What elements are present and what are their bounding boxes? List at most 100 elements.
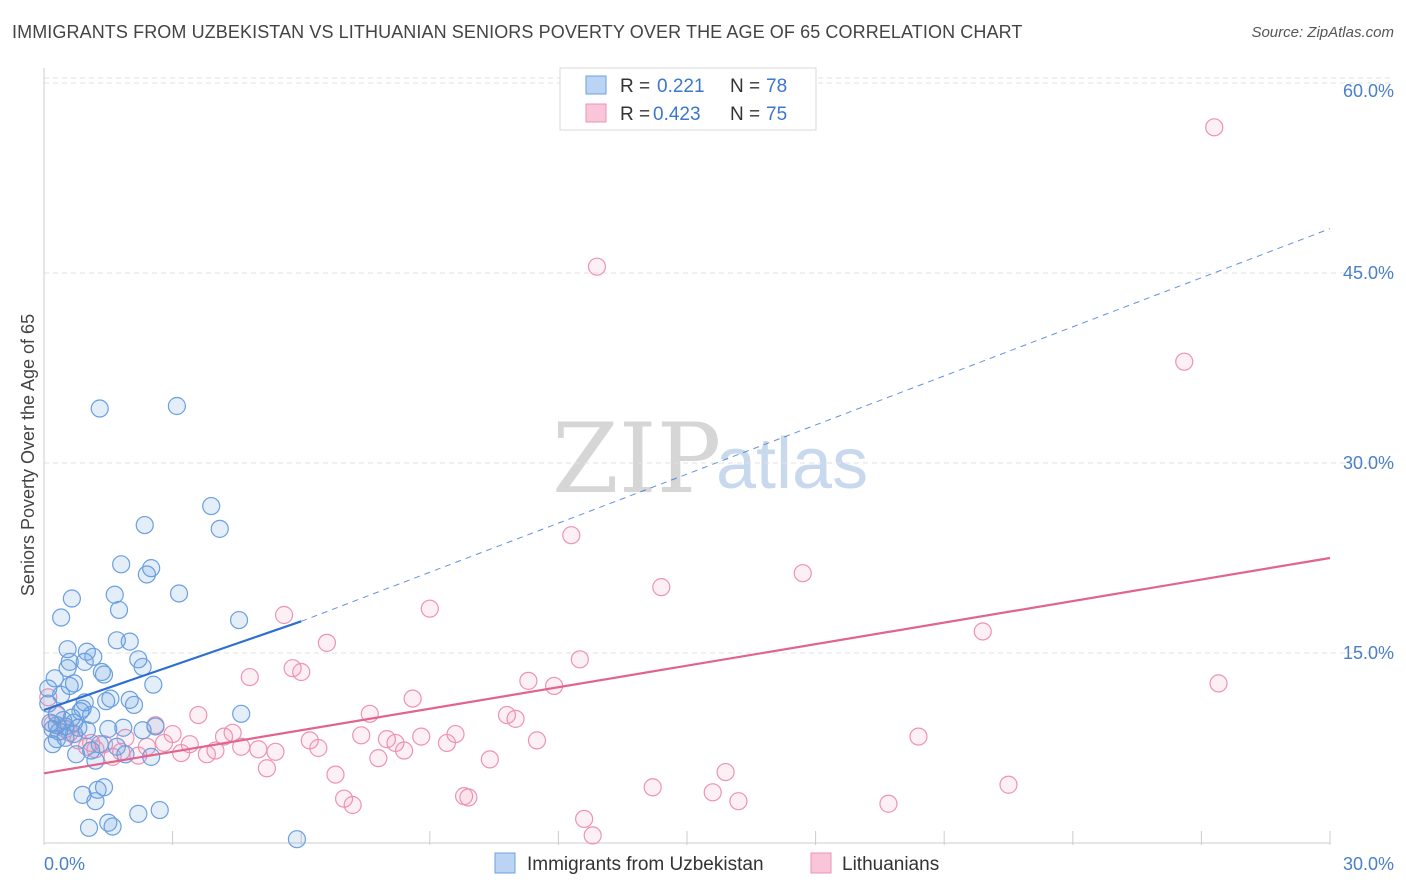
point-lithuanians-30 (274, 605, 294, 625)
point-lithuanians-62 (587, 257, 607, 276)
point-lithuanians-36 (326, 765, 345, 784)
trend-lines (43, 228, 1331, 775)
point-uzbekistan-58 (142, 559, 161, 578)
point-lithuanians-54 (506, 709, 525, 728)
legend-n-label-2: N = (730, 104, 760, 125)
point-uzbekistan-37 (92, 662, 111, 682)
point-lithuanians-51 (459, 788, 478, 807)
point-uzbekistan-36 (90, 735, 109, 754)
legend-swatch-blue (585, 75, 607, 95)
point-uzbekistan-73 (94, 665, 114, 684)
point-lithuanians-64 (643, 778, 662, 797)
point-lithuanians-72 (999, 775, 1018, 794)
point-uzbekistan-69 (287, 830, 307, 849)
point-lithuanians-38 (343, 795, 362, 815)
point-lithuanians-65 (703, 783, 722, 802)
point-uzbekistan-56 (135, 515, 154, 535)
point-lithuanians-17 (163, 724, 182, 744)
point-lithuanians-29 (266, 742, 285, 761)
x-tick-max: 30.0% (1343, 854, 1394, 874)
point-lithuanians-73 (1175, 352, 1194, 371)
point-lithuanians-63 (652, 578, 671, 597)
point-uzbekistan-63 (167, 396, 186, 416)
point-uzbekistan-34 (86, 792, 105, 811)
correlation-legend: R = 0.221 N = 78 R = 0.423 N = 75 (559, 67, 817, 131)
point-lithuanians-31 (283, 659, 302, 678)
point-lithuanians-35 (317, 633, 337, 652)
x-tick-min: 0.0% (44, 854, 85, 874)
bottom-legend-label-1: Immigrants from Uzbekistan (527, 854, 764, 875)
point-lithuanians-58 (562, 526, 581, 545)
point-lithuanians-23 (214, 727, 234, 746)
point-uzbekistan-75 (73, 699, 92, 718)
legend-n-value-2: 75 (766, 104, 787, 125)
point-lithuanians-46 (412, 727, 431, 746)
point-lithuanians-71 (973, 622, 992, 641)
point-uzbekistan-60 (144, 675, 163, 694)
point-uzbekistan-19 (64, 674, 84, 693)
point-uzbekistan-16 (60, 652, 79, 671)
point-lithuanians-53 (497, 705, 517, 725)
point-uzbekistan-52 (129, 804, 148, 823)
y-tick-label-15: 15.0% (1343, 643, 1394, 663)
point-uzbekistan-29 (79, 818, 99, 837)
point-uzbekistan-77 (120, 690, 139, 709)
point-uzbekistan-5 (45, 669, 64, 688)
point-uzbekistan-61 (146, 717, 165, 736)
legend-r-label-2: R = (620, 104, 650, 125)
point-uzbekistan-48 (114, 718, 133, 737)
bottom-legend-label-2: Lithuanians (842, 854, 939, 875)
point-uzbekistan-32 (84, 647, 103, 666)
point-lithuanians-32 (292, 662, 311, 682)
point-uzbekistan-74 (52, 685, 71, 704)
y-tick-label-45: 45.0% (1343, 263, 1394, 283)
legend-n-value-1: 78 (766, 76, 787, 97)
point-lithuanians-39 (352, 726, 371, 745)
y-tick-label-30: 30.0% (1343, 453, 1394, 473)
point-lithuanians-56 (527, 731, 547, 750)
point-lithuanians-70 (909, 727, 928, 746)
point-lithuanians-41 (369, 749, 388, 768)
chart-title: IMMIGRANTS FROM UZBEKISTAN VS LITHUANIAN… (12, 22, 1023, 42)
watermark-zip: ZIP (552, 403, 721, 515)
point-lithuanians-34 (309, 738, 328, 758)
point-lithuanians-59 (570, 650, 589, 669)
point-lithuanians-66 (716, 762, 735, 782)
legend-n-label-1: N = (730, 76, 760, 97)
point-lithuanians-75 (1209, 674, 1228, 693)
point-lithuanians-52 (480, 750, 499, 769)
point-uzbekistan-28 (77, 721, 96, 740)
point-lithuanians-28 (257, 759, 277, 778)
point-lithuanians-20 (189, 705, 208, 725)
legend-r-value-1: 0.221 (657, 76, 705, 97)
point-lithuanians-47 (420, 599, 439, 618)
legend-r-label-1: R = (620, 76, 650, 97)
point-uzbekistan-21 (67, 745, 86, 764)
legend-r-value-2: 0.423 (653, 104, 701, 125)
legend-swatch-pink (585, 103, 607, 123)
trend-uzbekistan-dashed (301, 228, 1331, 622)
source-label: Source: ZipAtlas.com (1251, 24, 1394, 41)
point-uzbekistan-68 (232, 704, 251, 723)
point-lithuanians-74 (1205, 118, 1224, 137)
series-lithuanians (39, 118, 1228, 845)
point-lithuanians-44 (394, 741, 414, 760)
trend-uzbekistan-solid (43, 620, 302, 712)
point-uzbekistan-66 (210, 519, 229, 538)
point-uzbekistan-46 (109, 600, 129, 620)
point-uzbekistan-17 (62, 589, 81, 608)
point-uzbekistan-71 (90, 399, 109, 418)
y-axis-label: Seniors Poverty Over the Age of 65 (18, 314, 38, 596)
series-legend: Immigrants from Uzbekistan Lithuanians (494, 852, 939, 875)
point-uzbekistan-47 (112, 555, 131, 574)
y-tick-labels: 15.0% 30.0% 45.0% 60.0% (1343, 81, 1394, 663)
bottom-legend-swatch-blue (494, 852, 516, 874)
point-lithuanians-42 (377, 730, 397, 749)
point-lithuanians-61 (583, 826, 602, 845)
point-lithuanians-45 (403, 689, 422, 708)
point-lithuanians-26 (240, 667, 259, 687)
point-uzbekistan-40 (99, 719, 118, 739)
point-uzbekistan-67 (229, 610, 249, 630)
point-uzbekistan-42 (101, 689, 120, 708)
